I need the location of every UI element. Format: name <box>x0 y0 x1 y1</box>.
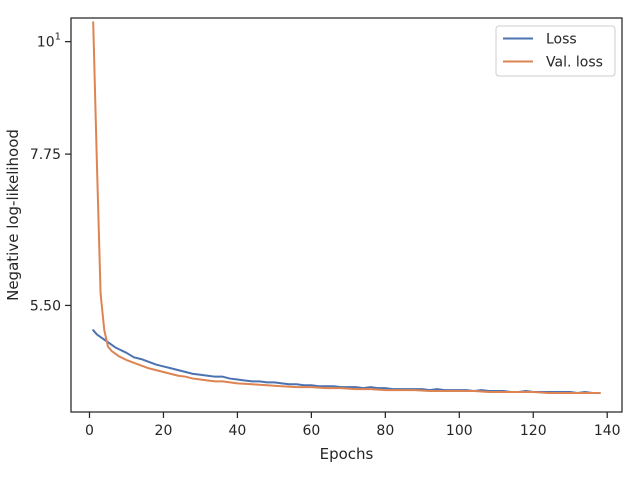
x-tick-label: 0 <box>85 423 94 439</box>
axes-frame <box>70 17 623 413</box>
y-tick-label: 7.75 <box>30 147 61 163</box>
legend-label-loss: Loss <box>546 32 577 48</box>
legend: Loss Val. loss <box>495 25 616 77</box>
x-tick-label: 100 <box>446 423 473 439</box>
y-axis-label: Negative log-likelihood <box>4 129 22 301</box>
x-tick-label: 20 <box>155 423 173 439</box>
y-tick-label: 101 <box>37 32 61 51</box>
plot-area <box>71 18 622 412</box>
x-tick-label: 60 <box>302 423 320 439</box>
y-tick-base: 10 <box>37 35 55 51</box>
y-axis: 5.50 7.75 101 <box>30 32 71 314</box>
y-tick-label: 5.50 <box>30 298 61 314</box>
x-axis-label: Epochs <box>320 445 374 463</box>
legend-label-val-loss: Val. loss <box>546 55 603 71</box>
x-tick-label: 120 <box>520 423 547 439</box>
x-tick-label: 140 <box>594 423 621 439</box>
series-line-val-loss <box>92 21 601 395</box>
y-tick-exponent: 1 <box>55 32 61 43</box>
series-layer <box>92 21 601 395</box>
x-axis: 0 20 40 60 80 100 120 140 <box>85 412 621 439</box>
x-tick-label: 80 <box>376 423 394 439</box>
x-tick-label: 40 <box>228 423 246 439</box>
